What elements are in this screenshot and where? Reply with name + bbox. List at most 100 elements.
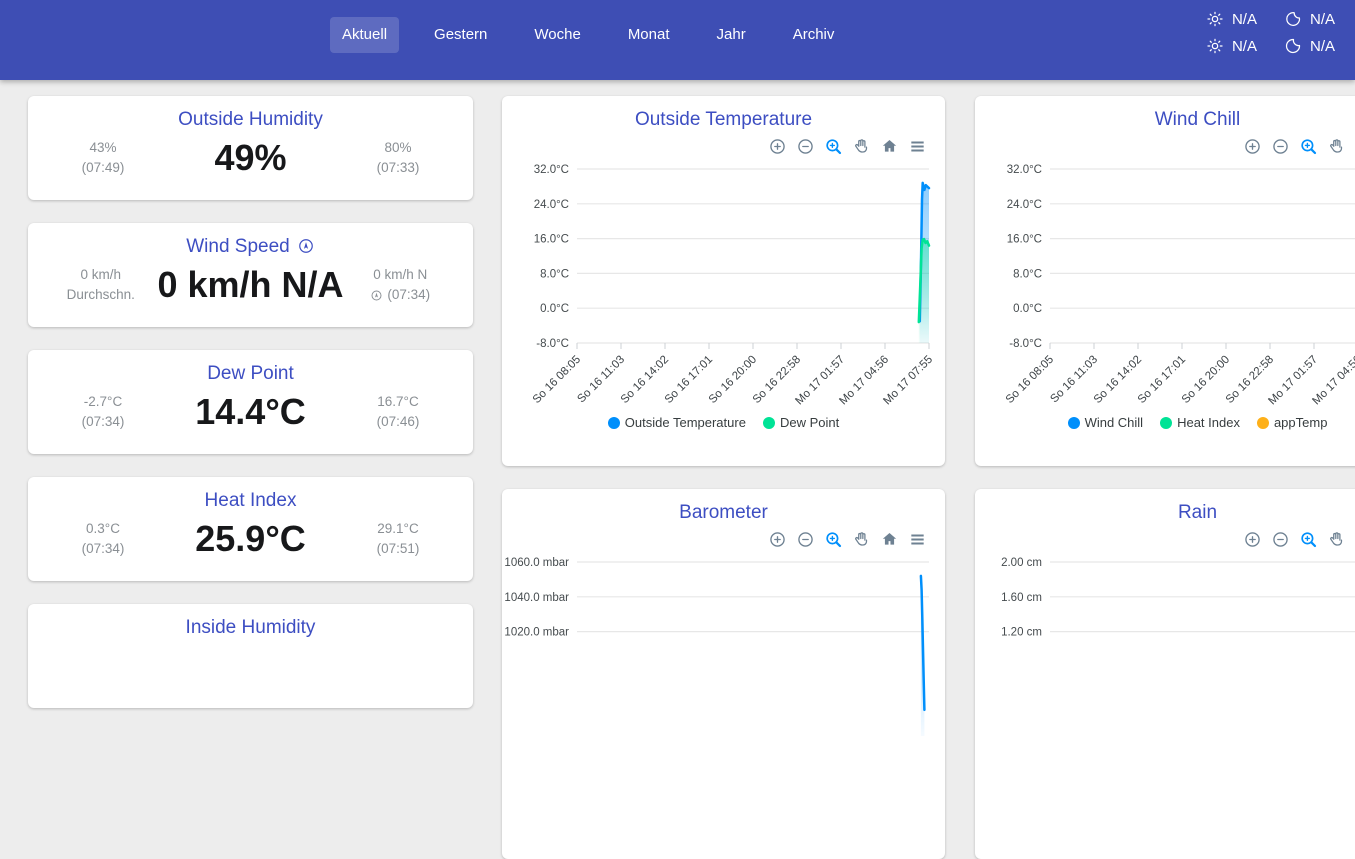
stat-max-value: 80% [384, 139, 412, 155]
stat-row: 43% (07:49) 49% 80% (07:33) [28, 133, 473, 180]
stat-min-value: 0.3°C [86, 520, 120, 536]
pan-icon[interactable] [1327, 137, 1346, 156]
zoom-out-icon[interactable] [1271, 137, 1290, 156]
moonset-reading: N/A [1283, 36, 1335, 56]
stat-card-inside-humidity: Inside Humidity [28, 604, 473, 708]
svg-text:24.0°C: 24.0°C [534, 199, 569, 211]
stat-row: -2.7°C (07:34) 14.4°C 16.7°C (07:46) [28, 387, 473, 434]
stat-min: -2.7°C (07:34) [44, 392, 162, 433]
tab-monat[interactable]: Monat [627, 26, 670, 43]
legend-label: Wind Chill [1084, 415, 1144, 430]
chart-toolbar [975, 133, 1355, 157]
legend-marker-icon [607, 416, 620, 429]
zoom-in-icon[interactable] [768, 530, 787, 549]
svg-text:16.0°C: 16.0°C [534, 234, 569, 246]
pan-icon[interactable] [1327, 530, 1346, 549]
svg-text:32.0°C: 32.0°C [534, 164, 569, 176]
stat-value: 25.9°C [195, 518, 306, 559]
pan-icon[interactable] [852, 530, 871, 549]
zoom-in-icon[interactable] [1243, 137, 1262, 156]
zoom-out-icon[interactable] [796, 530, 815, 549]
stat-max-value: 0 km/h N [373, 266, 428, 282]
stat-max-time: (07:33) [376, 160, 420, 175]
outside-temperature-chart[interactable]: 32.0°C 24.0°C 16.0°C 8.0°C 0.0°C -8.0°C So 16 … [502, 157, 945, 413]
pan-icon[interactable] [852, 137, 871, 156]
zoom-out-icon[interactable] [1271, 530, 1290, 549]
stat-min-time: Durchschn. [66, 287, 135, 302]
legend-item[interactable]: Heat Index [1160, 415, 1240, 430]
stat-card-wind-speed: Wind Speed 0 km/h Durchschn. 0 km/h N/A … [28, 223, 473, 327]
svg-text:8.0°C: 8.0°C [540, 268, 569, 280]
selection-zoom-icon[interactable] [1299, 530, 1318, 549]
stat-min: 0.3°C (07:34) [44, 519, 162, 560]
stat-card-title: Outside Humidity [178, 109, 323, 130]
wind-chill-chart[interactable]: 32.0°C 24.0°C 16.0°C 8.0°C 0.0°C -8.0°C So 16 … [975, 157, 1355, 413]
stat-min: 43% (07:49) [44, 138, 162, 179]
legend-item[interactable]: Wind Chill [1067, 415, 1144, 430]
sunset-reading: N/A [1205, 36, 1257, 56]
legend-label: Heat Index [1177, 415, 1240, 430]
legend-item[interactable]: Dew Point [762, 415, 839, 430]
stat-max-time: (07:34) [387, 287, 431, 302]
home-icon[interactable] [880, 137, 899, 156]
svg-text:-8.0°C: -8.0°C [1009, 338, 1042, 350]
tab-archiv[interactable]: Archiv [792, 26, 835, 43]
chart-card-wind-chill: Wind Chill 32.0°C 24.0°C 16.0°C 8.0°C 0.0°C -… [975, 96, 1355, 466]
stat-max: 80% (07:33) [339, 138, 457, 179]
svg-text:1.20 cm: 1.20 cm [1001, 627, 1042, 639]
legend-label: appTemp [1273, 415, 1328, 430]
tab-gestern[interactable]: Gestern [434, 26, 488, 43]
menu-icon[interactable] [908, 137, 927, 156]
menu-icon[interactable] [908, 530, 927, 549]
stat-min-value: -2.7°C [83, 393, 123, 409]
stat-card-dew-point: Dew Point -2.7°C (07:34) 14.4°C 16.7°C (… [28, 350, 473, 454]
svg-text:1.60 cm: 1.60 cm [1001, 592, 1042, 604]
legend-marker-icon [1067, 416, 1080, 429]
svg-text:24.0°C: 24.0°C [1007, 199, 1042, 211]
chart-toolbar [975, 526, 1355, 550]
stat-card-heat-index: Heat Index 0.3°C (07:34) 25.9°C 29.1°C (… [28, 477, 473, 581]
stat-min-value: 0 km/h [80, 266, 121, 282]
chart-column-middle: Outside Temperature 32.0°C 24.0°C 16.0°C 8.… [502, 96, 945, 859]
zoom-in-icon[interactable] [768, 137, 787, 156]
legend-marker-icon [762, 416, 775, 429]
zoom-in-icon[interactable] [1243, 530, 1262, 549]
tab-jahr[interactable]: Jahr [716, 26, 746, 43]
sunrise-icon [1205, 9, 1225, 29]
svg-text:1040.0 mbar: 1040.0 mbar [504, 592, 569, 604]
sunrise-value: N/A [1231, 10, 1257, 28]
barometer-chart[interactable]: 1060.0 mbar 1040.0 mbar 1020.0 mbar [502, 550, 945, 806]
chart-card-rain: Rain 2.00 cm 1.60 cm 1.20 cm [975, 489, 1355, 859]
rain-chart[interactable]: 2.00 cm 1.60 cm 1.20 cm [975, 550, 1355, 806]
sunset-value: N/A [1231, 37, 1257, 55]
svg-text:0.0°C: 0.0°C [1013, 303, 1042, 315]
stat-card-title: Heat Index [204, 490, 297, 511]
sunset-icon [1205, 36, 1225, 56]
nav-tabs: Aktuell Gestern Woche Monat Jahr Archiv [330, 17, 846, 53]
tab-woche[interactable]: Woche [534, 26, 581, 43]
legend-marker-icon [1256, 416, 1269, 429]
chart-toolbar [502, 526, 945, 550]
svg-text:2.00 cm: 2.00 cm [1001, 557, 1042, 569]
stat-card-title: Inside Humidity [185, 617, 316, 638]
selection-zoom-icon[interactable] [824, 530, 843, 549]
stat-card-title: Wind Speed [28, 234, 473, 260]
selection-zoom-icon[interactable] [1299, 137, 1318, 156]
svg-text:1060.0 mbar: 1060.0 mbar [504, 557, 569, 569]
stat-max-value: 16.7°C [377, 393, 419, 409]
tab-aktuell[interactable]: Aktuell [330, 17, 400, 53]
selection-zoom-icon[interactable] [824, 137, 843, 156]
svg-text:1020.0 mbar: 1020.0 mbar [504, 627, 569, 639]
svg-text:0.0°C: 0.0°C [540, 303, 569, 315]
legend-label: Outside Temperature [624, 415, 746, 430]
legend-item[interactable]: Outside Temperature [607, 415, 746, 430]
stat-column: Outside Humidity 43% (07:49) 49% 80% (07… [28, 96, 473, 708]
home-icon[interactable] [880, 530, 899, 549]
stat-card-title: Dew Point [207, 363, 294, 384]
stat-max: 16.7°C (07:46) [339, 392, 457, 433]
zoom-out-icon[interactable] [796, 137, 815, 156]
stat-max-time: (07:51) [376, 541, 420, 556]
svg-text:32.0°C: 32.0°C [1007, 164, 1042, 176]
legend-item[interactable]: appTemp [1256, 415, 1328, 430]
moonrise-value: N/A [1309, 10, 1335, 28]
